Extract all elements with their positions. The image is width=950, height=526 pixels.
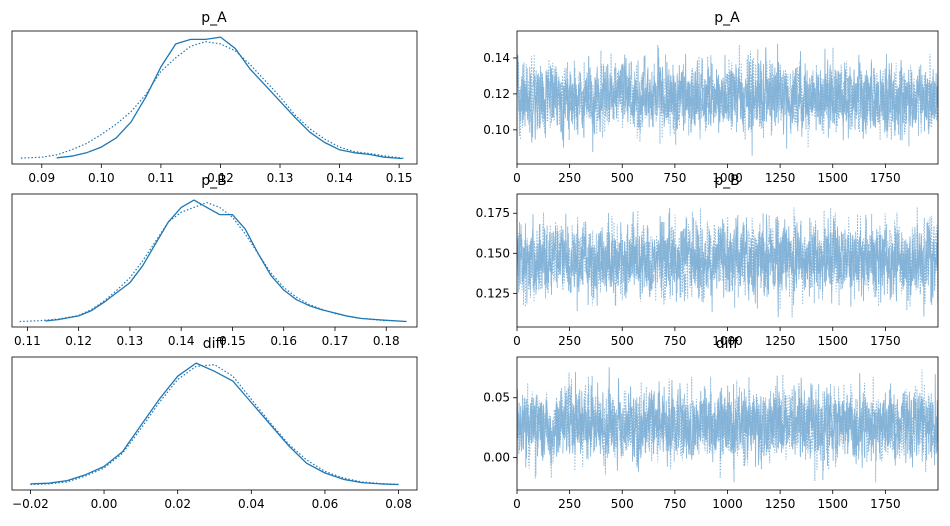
x-tick-label: 0.13 <box>267 171 294 185</box>
density-line-chain-1 <box>56 36 403 160</box>
y-tick-label: 0.00 <box>483 451 510 465</box>
trace-line-chain-2 <box>517 207 938 318</box>
x-tick-label: 0.10 <box>88 171 115 185</box>
axes-frame <box>11 30 418 165</box>
panel-p-b-density: p_B 0.11 0.12 0.13 0.14 0.15 0.16 0.17 0.18 <box>11 173 418 348</box>
x-tick-label: 0.16 <box>270 334 297 348</box>
panel-title: p_B <box>201 173 227 189</box>
trace-line-chain-1 <box>517 367 938 482</box>
x-tick-label: 0.13 <box>117 334 144 348</box>
x-tick-label: 1000 <box>712 334 743 348</box>
panel-title: p_A <box>714 10 740 26</box>
panel-p-b-trace: p_B 0 250 500 750 1000 1250 1500 1750 0.125 0.150… <box>476 173 939 348</box>
density-line-chain-2 <box>30 364 399 486</box>
x-tick-label: 0.15 <box>386 171 413 185</box>
plot-area <box>30 362 399 486</box>
trace-line-chain-2 <box>517 44 938 148</box>
y-tick-label: 0.125 <box>476 286 510 300</box>
y-tick-label: 0.150 <box>476 246 510 260</box>
x-tick-label: 0.02 <box>164 497 191 511</box>
x-tick-label: 1250 <box>765 497 796 511</box>
panel-title: p_B <box>714 173 740 189</box>
x-tick-label: 1000 <box>712 171 743 185</box>
x-tick-label: 1500 <box>817 497 848 511</box>
x-tick-label: 0.11 <box>148 171 175 185</box>
x-tick-label: 750 <box>663 334 686 348</box>
x-tick-label: 1750 <box>870 497 901 511</box>
x-tick-label: 750 <box>663 497 686 511</box>
x-tick-label: 0.04 <box>238 497 265 511</box>
x-tick-label: 1250 <box>765 171 796 185</box>
plot-area <box>517 367 938 483</box>
x-tick-label: 0.12 <box>65 334 92 348</box>
panel-title: diff <box>716 336 739 352</box>
plot-area <box>20 36 406 160</box>
trace-line-chain-1 <box>517 43 938 156</box>
x-tick-label: 0 <box>513 334 521 348</box>
x-tick-label: 0.15 <box>219 334 246 348</box>
x-tick-label: 0.18 <box>373 334 400 348</box>
y-tick-label: 0.175 <box>476 206 510 220</box>
x-tick-label: 250 <box>558 171 581 185</box>
y-tick-label: 0.12 <box>483 87 510 101</box>
panel-title: diff <box>203 336 226 352</box>
x-tick-label: 0.12 <box>207 171 234 185</box>
x-tick-label: 0.06 <box>312 497 339 511</box>
x-tick-label: 0.08 <box>385 497 412 511</box>
x-tick-label: 1000 <box>712 497 743 511</box>
x-tick-label: 500 <box>611 334 634 348</box>
x-tick-label: 1250 <box>765 334 796 348</box>
axes-frame <box>11 193 418 328</box>
density-line-chain-2 <box>20 41 406 160</box>
x-tick-label: 1750 <box>870 334 901 348</box>
y-tick-label: 0.05 <box>483 391 510 405</box>
panel-diff-density: diff −0.02 0.00 0.02 0.04 0.06 0.08 <box>11 336 418 511</box>
panel-diff-trace: diff 0 250 500 750 1000 1250 1500 1750 0.00 0.05 <box>483 336 939 511</box>
panel-p-a-density: p_A 0.09 0.10 0.11 0.12 0.13 0.14 0.15 <box>11 10 418 185</box>
x-tick-label: 0.09 <box>28 171 55 185</box>
density-line-chain-1 <box>30 362 399 486</box>
density-line-chain-2 <box>19 201 387 323</box>
x-tick-label: 500 <box>611 171 634 185</box>
axes-frame <box>11 356 418 491</box>
density-line-chain-1 <box>45 199 407 323</box>
x-tick-label: 250 <box>558 497 581 511</box>
x-tick-label: 1500 <box>817 171 848 185</box>
x-tick-label: 750 <box>663 171 686 185</box>
panel-title: p_A <box>201 10 227 26</box>
x-tick-label: 0.14 <box>168 334 195 348</box>
plot-area <box>517 43 938 156</box>
y-tick-label: 0.10 <box>483 123 510 137</box>
x-tick-label: 0 <box>513 497 521 511</box>
panel-p-a-trace: p_A 0 250 500 750 1000 1250 1500 1750 0.10 0.12 0.… <box>483 10 939 185</box>
x-tick-label: 250 <box>558 334 581 348</box>
x-tick-label: 1750 <box>870 171 901 185</box>
trace-line-chain-2 <box>517 369 938 483</box>
y-tick-label: 0.14 <box>483 51 510 65</box>
plot-area <box>19 199 407 323</box>
x-tick-label: 0 <box>513 171 521 185</box>
x-tick-label: 0.17 <box>322 334 349 348</box>
plot-area <box>517 207 938 318</box>
x-tick-label: 0.00 <box>91 497 118 511</box>
x-tick-label: 0.14 <box>326 171 353 185</box>
x-tick-label: 1500 <box>817 334 848 348</box>
x-tick-label: 0.11 <box>14 334 41 348</box>
x-tick-label: 500 <box>611 497 634 511</box>
x-tick-label: −0.02 <box>12 497 49 511</box>
